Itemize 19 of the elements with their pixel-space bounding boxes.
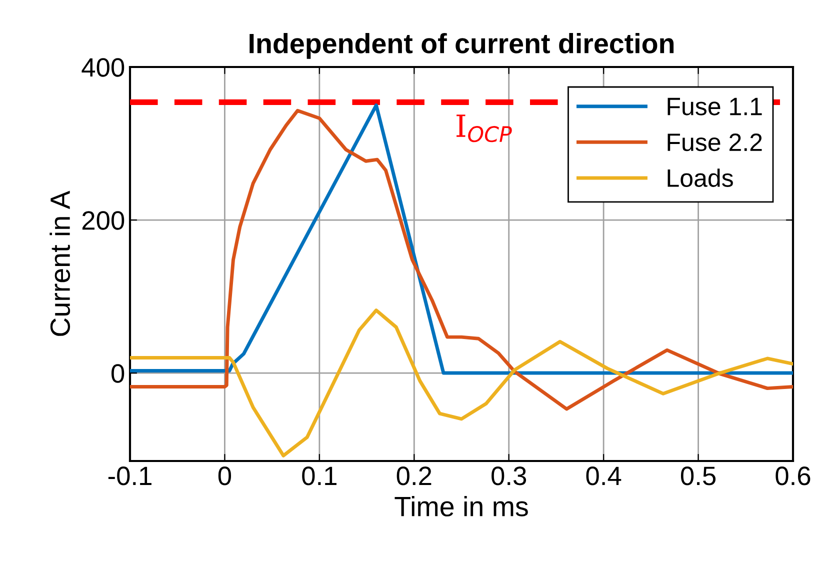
x-tick-label: 0.5 [680,466,716,486]
legend-label: Fuse 1.1 [668,98,762,116]
y-tick-label: 0 [111,364,124,383]
legend-label: Fuse 2.2 [668,133,762,152]
x-tick-label: 0.1 [302,466,336,486]
ref-line-label: I$_{OCP}$ [456,114,512,142]
line-series [130,308,793,458]
y-tick-label: 200 [82,211,124,230]
y-axis-title: Current in A [50,190,70,336]
x-tick-label: 0.2 [396,466,432,486]
y-tick-label: 400 [82,58,124,77]
x-tick-label: 0 [218,466,232,486]
x-tick-label: 0.6 [776,466,810,486]
x-tick-label: -0.1 [108,466,152,486]
x-axis-title: Time in ms [394,496,528,516]
chart-title: Independent of current direction [250,32,674,59]
x-tick-label: 0.4 [586,466,622,486]
x-tick-label: 0.3 [492,466,526,486]
legend-label: Loads [668,168,733,187]
